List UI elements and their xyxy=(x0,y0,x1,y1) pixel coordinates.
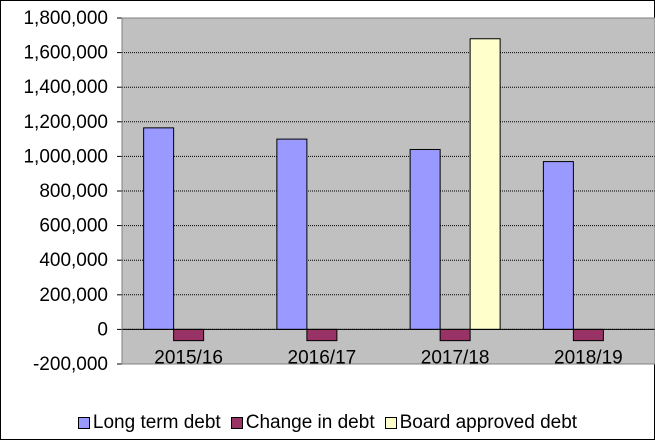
y-tick-label: 1,600,000 xyxy=(23,43,108,64)
legend-item-long-term-debt: Long term debt xyxy=(77,412,221,434)
x-tick-label: 2017/18 xyxy=(421,347,490,368)
legend-item-change-in-debt: Change in debt xyxy=(230,412,375,434)
bar xyxy=(173,328,205,342)
x-tick-label: 2018/19 xyxy=(554,347,623,368)
bar xyxy=(572,328,604,342)
plot-border xyxy=(121,17,655,365)
legend-swatch-board-approved-debt xyxy=(384,417,397,429)
chart-legend: Long term debt Change in debt Board appr… xyxy=(0,412,655,434)
bar xyxy=(276,138,308,330)
x-tick-label: 2016/17 xyxy=(288,347,357,368)
legend-swatch-long-term-debt xyxy=(77,417,90,429)
bar xyxy=(542,161,574,330)
legend-label-change-in-debt: Change in debt xyxy=(245,412,375,433)
bar xyxy=(469,38,501,330)
legend-swatch-change-in-debt xyxy=(230,417,243,429)
y-tick-label: 1,400,000 xyxy=(23,77,108,98)
legend-label-board-approved-debt: Board approved debt xyxy=(399,412,578,433)
bar xyxy=(143,127,175,330)
y-tick-label: -200,000 xyxy=(33,354,108,375)
y-tick-label: 200,000 xyxy=(39,285,108,306)
legend-item-board-approved-debt: Board approved debt xyxy=(384,412,578,434)
y-tick-label: 0 xyxy=(97,319,108,340)
x-tick-label: 2015/16 xyxy=(154,347,223,368)
y-tick-label: 600,000 xyxy=(39,216,108,237)
legend-label-long-term-debt: Long term debt xyxy=(92,412,221,433)
bar xyxy=(306,328,338,342)
y-tick-label: 1,800,000 xyxy=(23,8,108,29)
bar xyxy=(409,148,441,330)
bar xyxy=(439,328,471,342)
y-tick-label: 800,000 xyxy=(39,181,108,202)
y-tick-label: 1,200,000 xyxy=(23,112,108,133)
y-tick-label: 1,000,000 xyxy=(23,146,108,167)
y-tick-label: 400,000 xyxy=(39,250,108,271)
